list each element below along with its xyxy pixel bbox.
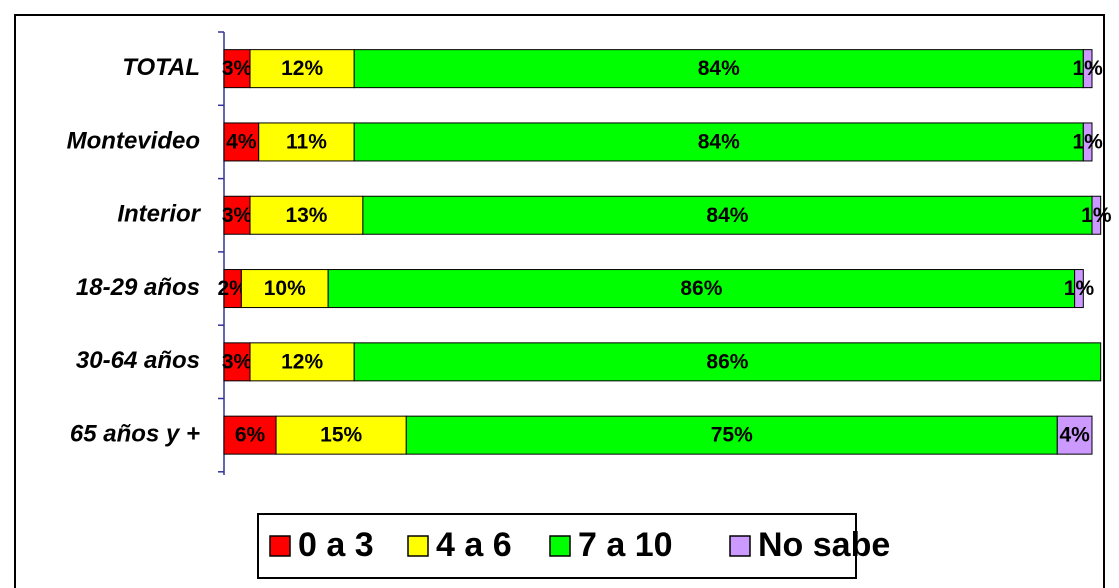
value-label: 1% bbox=[1072, 130, 1103, 153]
legend-label: 7 a 10 bbox=[578, 526, 673, 564]
category-label: 30-64 años bbox=[76, 347, 200, 374]
legend-label: No sabe bbox=[758, 526, 890, 564]
bar-segment bbox=[362, 195, 1093, 235]
bar-segment bbox=[1074, 269, 1084, 309]
value-label: 1% bbox=[1081, 204, 1112, 227]
legend-label: 4 a 6 bbox=[436, 526, 512, 564]
value-label: 2% bbox=[218, 277, 249, 300]
value-label: 3% bbox=[222, 350, 253, 373]
value-label: 84% bbox=[698, 130, 740, 153]
value-label: 84% bbox=[706, 204, 748, 227]
value-label: 1% bbox=[1072, 57, 1103, 80]
bar-segment bbox=[353, 122, 1084, 162]
bar-segment bbox=[240, 269, 329, 309]
value-label: 4% bbox=[226, 130, 257, 153]
value-label: 1% bbox=[1064, 277, 1095, 300]
value-label: 12% bbox=[281, 350, 323, 373]
value-label: 13% bbox=[285, 204, 327, 227]
value-label: 12% bbox=[281, 57, 323, 80]
bar-segment bbox=[405, 415, 1058, 455]
value-label: 75% bbox=[711, 424, 753, 447]
legend-label: 0 a 3 bbox=[298, 526, 374, 564]
chart-frame bbox=[14, 14, 1105, 588]
value-label: 6% bbox=[235, 424, 266, 447]
bar-segment bbox=[1091, 195, 1102, 235]
bar-segment bbox=[275, 415, 407, 455]
bar-segment bbox=[1056, 415, 1093, 455]
value-label: 86% bbox=[680, 277, 722, 300]
bar-segment bbox=[1082, 49, 1093, 89]
value-label: 3% bbox=[222, 57, 253, 80]
value-label: 4% bbox=[1059, 424, 1090, 447]
value-label: 15% bbox=[320, 424, 362, 447]
category-label: TOTAL bbox=[122, 54, 200, 81]
value-label: 86% bbox=[706, 350, 748, 373]
bar-segment bbox=[223, 342, 251, 382]
value-label: 10% bbox=[264, 277, 306, 300]
category-label: 18-29 años bbox=[76, 274, 200, 301]
bar-segment bbox=[223, 195, 251, 235]
category-label: Montevideo bbox=[67, 127, 200, 154]
value-label: 3% bbox=[222, 204, 253, 227]
value-label: 84% bbox=[698, 57, 740, 80]
legend-swatch bbox=[269, 535, 291, 557]
bar-segment bbox=[223, 122, 260, 162]
bar-segment bbox=[353, 342, 1102, 382]
legend-swatch bbox=[407, 535, 429, 557]
bar-segment bbox=[249, 342, 355, 382]
bar-segment bbox=[249, 49, 355, 89]
legend-swatch bbox=[549, 535, 571, 557]
legend-swatch bbox=[729, 535, 751, 557]
category-label: 65 años y + bbox=[70, 420, 200, 447]
value-label: 11% bbox=[286, 130, 327, 153]
bar-segment bbox=[327, 269, 1076, 309]
bar-segment bbox=[223, 49, 251, 89]
category-label: Interior bbox=[117, 201, 201, 228]
bar-segment bbox=[1082, 122, 1093, 162]
bar-segment bbox=[353, 49, 1084, 89]
bar-segment bbox=[258, 122, 355, 162]
